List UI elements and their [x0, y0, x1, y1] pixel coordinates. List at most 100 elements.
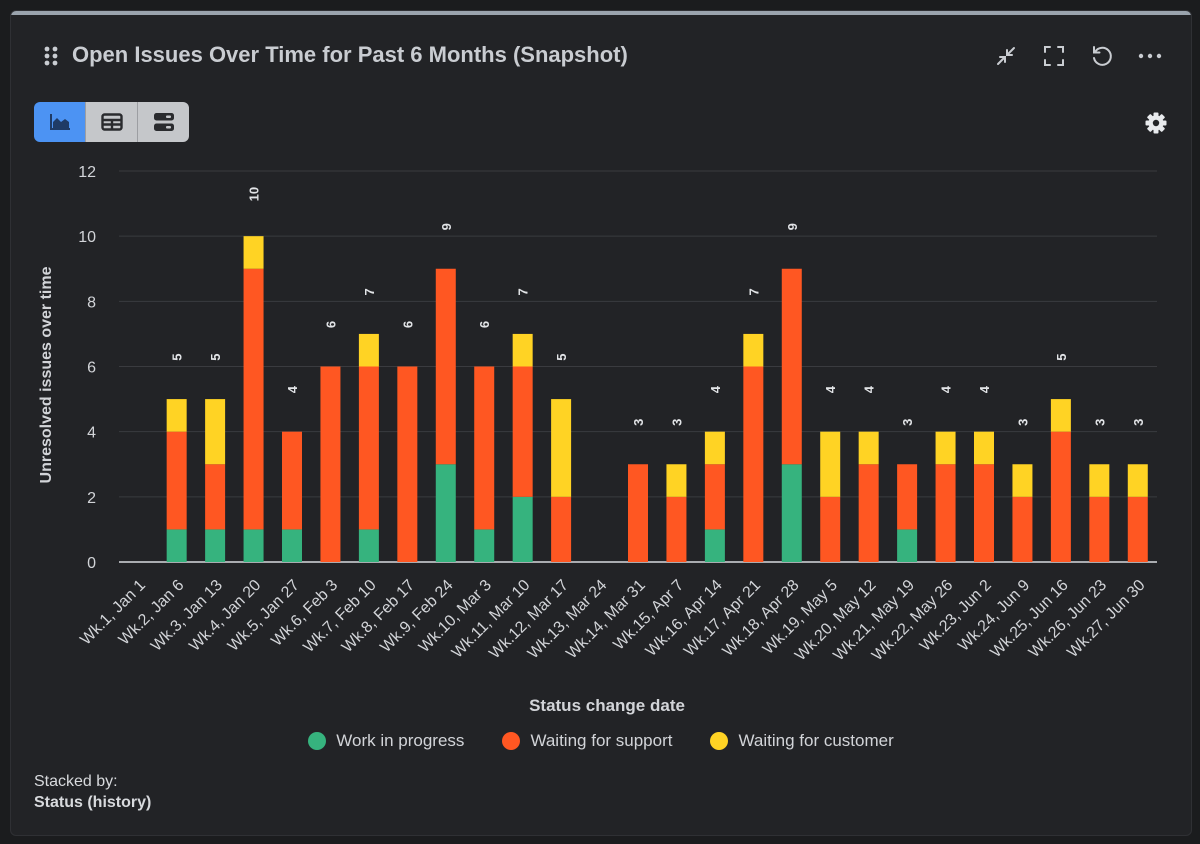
bar-segment-waiting-for-support — [282, 431, 302, 530]
bar-total-label: 7 — [746, 288, 761, 295]
legend-dot — [502, 732, 521, 750]
bar-segment-waiting-for-support — [397, 366, 418, 562]
bar-total-label: 6 — [323, 321, 338, 328]
bar-segment-waiting-for-customer — [974, 431, 994, 465]
chart-panel: Open Issues Over Time for Past 6 Months … — [10, 10, 1192, 836]
legend-label: Waiting for support — [530, 731, 673, 750]
x-axis-label: Status change date — [529, 696, 685, 715]
list-view-icon[interactable] — [137, 102, 189, 142]
legend-item-work-in-progress[interactable]: Work in progress — [308, 731, 464, 751]
bar-segment-work-in-progress — [474, 529, 495, 562]
bar-total-label: 10 — [247, 187, 262, 201]
y-tick-label: 8 — [87, 294, 96, 311]
bar-segment-waiting-for-support — [704, 464, 725, 530]
bar-segment-waiting-for-customer — [1050, 399, 1071, 432]
bar-segment-work-in-progress — [282, 529, 302, 562]
bar-total-label: 3 — [1015, 419, 1030, 426]
bar-segment-waiting-for-customer — [704, 431, 725, 465]
bar-total-label: 3 — [900, 419, 915, 426]
bar-total-label: 7 — [516, 288, 531, 295]
bar-segment-waiting-for-support — [205, 464, 226, 530]
bar-total-label: 4 — [977, 385, 992, 393]
bar-segment-waiting-for-support — [358, 366, 379, 530]
stacked-by-info: Stacked by: Status (history) — [34, 771, 151, 813]
bar-segment-waiting-for-customer — [166, 399, 187, 432]
bar-segment-waiting-for-support — [858, 464, 879, 562]
bar-segment-waiting-for-support — [1089, 496, 1110, 562]
y-tick-label: 0 — [87, 555, 96, 572]
bar-segment-waiting-for-support — [897, 464, 918, 530]
bar-segment-work-in-progress — [512, 496, 533, 562]
legend-label: Waiting for customer — [738, 731, 894, 750]
bar-segment-waiting-for-support — [1127, 496, 1148, 562]
bar-segment-waiting-for-support — [935, 464, 956, 562]
panel-top-border — [11, 11, 1191, 15]
bar-segment-waiting-for-support — [1050, 431, 1071, 562]
bar-segment-work-in-progress — [704, 529, 725, 562]
bar-segment-waiting-for-support — [512, 366, 533, 497]
bar-total-label: 5 — [170, 353, 185, 360]
chart-legend: Work in progress Waiting for support Wai… — [11, 731, 1191, 751]
header-actions — [993, 43, 1163, 69]
refresh-icon[interactable] — [1089, 43, 1115, 69]
bar-segment-waiting-for-customer — [1089, 464, 1110, 497]
panel-header: Open Issues Over Time for Past 6 Months … — [11, 35, 1191, 75]
bar-segment-waiting-for-customer — [743, 333, 764, 367]
bar-segment-waiting-for-customer — [935, 431, 956, 465]
bar-segment-waiting-for-support — [435, 268, 456, 465]
chart-view-icon[interactable] — [34, 102, 85, 142]
bar-segment-waiting-for-support — [666, 496, 687, 562]
bar-segment-waiting-for-support — [551, 496, 572, 562]
bar-segment-waiting-for-support — [320, 366, 341, 562]
legend-item-waiting-for-support[interactable]: Waiting for support — [502, 731, 672, 751]
bar-total-label: 3 — [1092, 419, 1107, 426]
bar-total-label: 4 — [862, 385, 877, 393]
bar-segment-work-in-progress — [243, 529, 264, 562]
bar-total-label: 4 — [285, 385, 300, 393]
y-axis-ticks: 0 2 4 6 8 10 12 — [78, 164, 96, 572]
bars — [166, 236, 1148, 562]
bar-total-label: 4 — [823, 385, 838, 393]
bar-segment-waiting-for-customer — [820, 431, 841, 497]
bar-segment-waiting-for-customer — [858, 431, 879, 465]
bar-total-label: 6 — [400, 321, 415, 328]
bar-segment-waiting-for-support — [781, 268, 802, 465]
bar-segment-waiting-for-support — [243, 268, 264, 530]
bar-segment-work-in-progress — [205, 529, 226, 562]
legend-dot — [710, 732, 729, 750]
bar-total-label: 7 — [362, 288, 377, 295]
bar-total-label: 4 — [708, 385, 723, 393]
bar-total-label: 3 — [669, 419, 684, 426]
bar-segment-waiting-for-customer — [551, 399, 572, 497]
fullscreen-icon[interactable] — [1041, 43, 1067, 69]
table-view-icon[interactable] — [85, 102, 137, 142]
more-icon[interactable] — [1137, 43, 1163, 69]
bar-segment-waiting-for-support — [974, 464, 994, 562]
bar-segment-waiting-for-customer — [512, 333, 533, 367]
drag-handle-icon[interactable] — [43, 45, 59, 72]
bar-total-label: 9 — [439, 223, 454, 230]
bar-segment-work-in-progress — [358, 529, 379, 562]
bar-total-label: 5 — [554, 353, 569, 360]
bar-total-label: 5 — [1054, 353, 1069, 360]
bar-total-label: 4 — [939, 385, 954, 393]
bar-total-label: 9 — [785, 223, 800, 230]
view-toggle — [34, 102, 189, 142]
x-axis-ticks: Wk.1, Jan 1Wk.2, Jan 6Wk.3, Jan 13Wk.4, … — [77, 577, 1148, 665]
bar-segment-waiting-for-support — [628, 464, 648, 562]
stacked-by-label: Stacked by: — [34, 773, 118, 790]
y-tick-label: 2 — [87, 490, 96, 507]
y-axis-label: Unresolved issues over time — [38, 266, 55, 483]
bar-segment-waiting-for-customer — [666, 464, 687, 497]
bar-segment-work-in-progress — [166, 529, 187, 562]
bar-segment-waiting-for-customer — [1012, 464, 1033, 497]
bar-segment-waiting-for-customer — [205, 399, 226, 465]
minimize-icon[interactable] — [993, 43, 1019, 69]
bar-total-labels: 5 5 10 4 6 7 6 9 6 7 5 3 3 4 7 9 4 4 3 4 4 3 5 3 3 — [170, 187, 1146, 426]
legend-item-waiting-for-customer[interactable]: Waiting for customer — [710, 731, 894, 751]
stacked-bar-chart: 0 2 4 6 8 10 12 5 5 10 4 6 7 6 9 6 7 5 3 3 4 7 9 4 4 3 4 4 3 5 3 3 Wk.… — [38, 164, 1157, 715]
bar-segment-waiting-for-customer — [358, 333, 379, 367]
gear-icon[interactable] — [1145, 112, 1167, 134]
bar-segment-waiting-for-support — [1012, 496, 1033, 562]
bar-segment-waiting-for-support — [743, 366, 764, 562]
